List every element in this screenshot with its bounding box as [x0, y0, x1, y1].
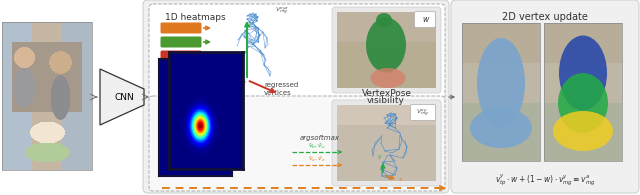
Text: y: y — [378, 154, 381, 159]
Bar — [544, 23, 622, 161]
Ellipse shape — [470, 108, 532, 148]
FancyBboxPatch shape — [161, 22, 202, 34]
Text: x: x — [399, 177, 403, 182]
Text: regressed
vertices: regressed vertices — [264, 82, 298, 96]
FancyBboxPatch shape — [410, 105, 435, 121]
FancyBboxPatch shape — [332, 100, 441, 186]
FancyBboxPatch shape — [161, 36, 202, 48]
Polygon shape — [100, 69, 144, 125]
FancyBboxPatch shape — [149, 4, 445, 100]
FancyBboxPatch shape — [415, 12, 435, 27]
Ellipse shape — [366, 18, 406, 73]
FancyBboxPatch shape — [149, 96, 445, 191]
Bar — [462, 23, 540, 161]
Text: argsoftmax: argsoftmax — [300, 135, 340, 141]
Text: 2D vertex update: 2D vertex update — [502, 12, 588, 22]
Ellipse shape — [553, 111, 613, 151]
Text: 1D heatmaps: 1D heatmaps — [164, 12, 225, 21]
Text: $V_{mg}^{xyz}$: $V_{mg}^{xyz}$ — [275, 5, 289, 17]
Ellipse shape — [558, 73, 608, 133]
Text: argsoftmax: argsoftmax — [162, 67, 202, 73]
Text: $v_{tp}^{y}\cdot w + (1-w)\cdot v_{mg}^{y} \equiv v_{mg}^{a}$: $v_{tp}^{y}\cdot w + (1-w)\cdot v_{mg}^{… — [495, 172, 595, 188]
Text: visibility: visibility — [367, 96, 405, 105]
Text: $\hat{v}_{h}, \hat{v}_{v}$: $\hat{v}_{h}, \hat{v}_{v}$ — [308, 141, 326, 151]
Bar — [2, 22, 92, 170]
Ellipse shape — [376, 13, 392, 27]
Ellipse shape — [371, 68, 406, 88]
FancyBboxPatch shape — [451, 0, 639, 193]
Text: $V_{mg}^{xy}$: $V_{mg}^{xy}$ — [417, 107, 429, 119]
FancyBboxPatch shape — [161, 51, 202, 61]
FancyBboxPatch shape — [143, 0, 449, 193]
FancyBboxPatch shape — [332, 7, 441, 93]
Ellipse shape — [559, 35, 607, 111]
Text: $\hat{v}_{x}, \hat{v}_{z}$: $\hat{v}_{x}, \hat{v}_{z}$ — [308, 154, 326, 164]
Text: CNN: CNN — [114, 93, 134, 103]
Text: w: w — [422, 15, 428, 25]
Ellipse shape — [477, 38, 525, 128]
Text: VertexPose: VertexPose — [362, 89, 412, 98]
